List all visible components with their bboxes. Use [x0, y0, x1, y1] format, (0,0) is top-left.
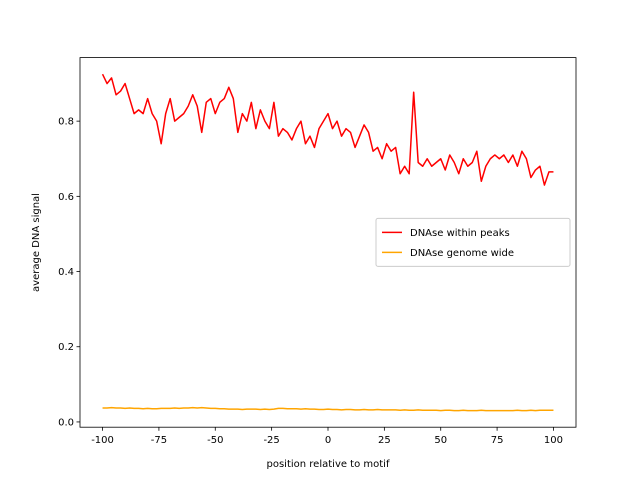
x-tick-label: 50 — [434, 435, 447, 446]
x-axis-label: position relative to motif — [267, 459, 390, 470]
y-tick-label: 0.0 — [58, 417, 74, 428]
legend-box — [375, 217, 571, 267]
x-tick-label: -100 — [91, 435, 114, 446]
x-tick-label: 25 — [378, 435, 391, 446]
x-tick-label: -25 — [263, 435, 279, 446]
legend-label: DNAse genome wide — [410, 248, 514, 259]
y-tick-label: 0.6 — [58, 192, 74, 203]
x-tick-label: 0 — [325, 435, 331, 446]
axes-frame — [79, 57, 577, 428]
x-tick-label: -50 — [207, 435, 223, 446]
data-line — [102, 406, 554, 412]
y-tick-label: 0.2 — [58, 342, 74, 353]
legend-label: DNAse within peaks — [410, 228, 510, 239]
y-axis-label: average DNA signal — [31, 193, 42, 292]
x-tick-label: -75 — [151, 435, 167, 446]
data-line — [101, 73, 554, 186]
x-tick-label: 75 — [491, 435, 504, 446]
x-tick-label: 100 — [544, 435, 563, 446]
y-tick-label: 0.8 — [58, 117, 74, 128]
y-tick-label: 0.4 — [58, 267, 74, 278]
